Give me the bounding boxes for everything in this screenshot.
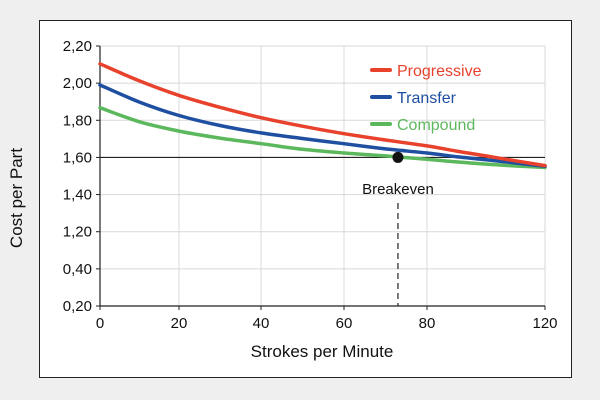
series-line-transfer (98, 83, 547, 169)
y-tick-label: 1,60 (63, 149, 92, 166)
legend-label: Compound (397, 117, 475, 134)
x-tick-label: 80 (419, 315, 436, 332)
legend-label: Transfer (397, 90, 457, 107)
series-layer (98, 62, 547, 170)
axis-layer: 0,20 0,40 1,20 1,40 1,60 1,80 2,00 2,20 0 20 40 60 8… (63, 38, 558, 332)
y-tick-label: 2,20 (63, 38, 92, 55)
legend: Progressive Transfer Compound (370, 63, 482, 134)
chart-frame (39, 20, 572, 378)
y-tick-label: 1,40 (63, 187, 92, 204)
y-tick-label: 1,80 (63, 112, 92, 129)
x-tick-label: 20 (171, 315, 188, 332)
x-axis-title: Strokes per Minute (251, 342, 394, 361)
series-line-compound (98, 105, 547, 170)
x-tick-label: 0 (96, 315, 104, 332)
y-tick-label: 0,40 (63, 261, 92, 278)
x-tick-label: 40 (253, 315, 270, 332)
series-line-progressive (98, 62, 547, 168)
y-tick-label: 2,00 (63, 75, 92, 92)
x-tick-label: 60 (336, 315, 353, 332)
grid-layer (100, 45, 546, 306)
x-tick-label: 120 (532, 315, 557, 332)
y-tick-label: 1,20 (63, 224, 92, 241)
legend-label: Progressive (397, 63, 482, 80)
annotation-layer: Breakeven (362, 151, 434, 306)
breakeven-marker (392, 151, 404, 163)
y-tick-label: 0,20 (63, 298, 92, 315)
breakeven-label: Breakeven (362, 181, 434, 198)
y-axis-title: Cost per Part (7, 148, 26, 248)
